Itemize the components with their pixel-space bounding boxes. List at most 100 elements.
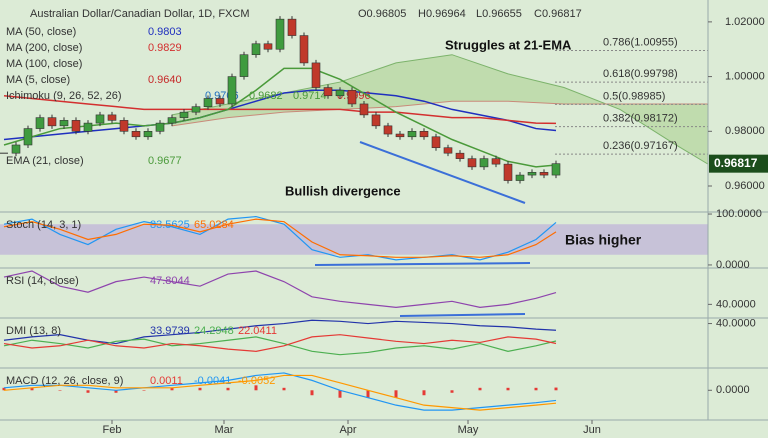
candle: [131, 131, 141, 138]
fib-label: 0.5(0.98985): [603, 90, 665, 102]
legend-label: DMI (13, 8): [6, 325, 61, 337]
candle: [347, 89, 357, 105]
histogram-bar: [170, 387, 174, 391]
candle: [83, 122, 93, 132]
histogram-bar: [142, 390, 146, 391]
legend-reading: 0.9714: [293, 90, 327, 102]
legend-reading: 22.0411: [238, 325, 277, 337]
histogram-bar: [2, 387, 6, 391]
candle: [431, 136, 441, 149]
candle: [191, 106, 201, 113]
candle: [335, 89, 345, 97]
y-tick-label: 0.96000: [725, 180, 765, 192]
y-tick-label: 1.02000: [725, 16, 765, 28]
candle: [551, 163, 561, 176]
legend-reading: 24.2948: [194, 325, 234, 337]
legend-reading: 47.8044: [150, 275, 190, 287]
legend-label: Ichimoku (9, 26, 52, 26): [6, 90, 122, 102]
histogram-bar: [310, 390, 314, 396]
indicator-line: [3, 374, 557, 411]
overlay-line: [3, 94, 557, 125]
candle: [539, 172, 549, 176]
candle: [263, 43, 273, 50]
candle: [239, 54, 249, 77]
histogram-bar: [198, 387, 202, 391]
cloud-bottom: [171, 100, 708, 127]
candle: [455, 152, 465, 159]
ohlc-low: L0.96655: [476, 8, 522, 20]
legend-reading: 0.9829: [148, 42, 182, 54]
legend-reading: -0.0052: [238, 375, 275, 387]
overlay-line: [3, 67, 557, 168]
y-tick-label: 40.0000: [716, 298, 756, 310]
x-tick-label: Feb: [103, 424, 122, 436]
legend-label: RSI (14, close): [6, 275, 79, 287]
ohlc-open: O0.96805: [358, 8, 406, 20]
candle: [179, 111, 189, 118]
candle: [491, 158, 501, 165]
histogram-bar: [254, 385, 258, 391]
indicator-line: [3, 215, 557, 261]
candle: [419, 131, 429, 138]
histogram-bar: [366, 390, 370, 398]
candle: [395, 133, 405, 138]
candle: [323, 87, 333, 97]
y-tick-label: 100.0000: [716, 208, 762, 220]
histogram-bar: [338, 390, 342, 398]
candle: [359, 103, 369, 116]
candle: [407, 131, 417, 138]
candle: [59, 120, 69, 127]
histogram-bar: [394, 390, 398, 398]
candle: [311, 62, 321, 88]
candle: [71, 120, 81, 132]
divergence-line: [359, 141, 526, 204]
histogram-bar: [534, 387, 538, 391]
candle: [203, 98, 213, 107]
symbol-title: Australian Dollar/Canadian Dollar, 1D, F…: [30, 8, 249, 20]
divergence-line: [314, 262, 531, 266]
fib-label: 0.236(0.97167): [603, 140, 678, 152]
y-tick-label: 1.00000: [725, 70, 765, 82]
candle: [275, 18, 285, 50]
divergence-line: [399, 313, 526, 317]
candle: [143, 131, 153, 138]
legend-label: MA (50, close): [6, 26, 76, 38]
histogram-bar: [478, 387, 482, 391]
legend-label: MA (5, close): [6, 74, 70, 86]
candle: [467, 158, 477, 168]
candle: [107, 114, 117, 121]
legend-reading: 0.9803: [148, 26, 182, 38]
histogram-bar: [114, 390, 118, 393]
candle: [371, 114, 381, 127]
candle: [119, 120, 129, 132]
cloud-fill: [228, 93, 284, 118]
cloud-fill: [396, 54, 452, 107]
legend-label: Stoch (14, 3, 1): [6, 219, 81, 231]
ohlc-close: C0.96817: [534, 8, 582, 20]
candle: [23, 128, 33, 146]
cloud-fill: [508, 73, 564, 104]
fib-label: 0.382(0.98172): [603, 113, 678, 125]
annotation: Bullish divergence: [285, 183, 401, 198]
candle: [527, 172, 537, 176]
indicator-line: [3, 218, 557, 258]
x-tick-label: Jun: [583, 424, 601, 436]
legend-label: MA (200, close): [6, 42, 82, 54]
cloud-top: [171, 54, 709, 165]
histogram-bar: [30, 387, 34, 391]
candle: [383, 125, 393, 135]
cloud-fill: [676, 103, 708, 165]
histogram-bar: [554, 387, 558, 391]
y-tick-label: 0.98000: [725, 125, 765, 137]
candle: [227, 76, 237, 105]
indicator-line: [3, 334, 557, 352]
candle: [299, 35, 309, 64]
cloud-fill: [620, 103, 676, 145]
candle: [287, 18, 297, 36]
candle: [167, 117, 177, 124]
histogram-bar: [506, 387, 510, 391]
legend-label: MACD (12, 26, close, 9): [6, 375, 123, 387]
indicator-line: [3, 336, 557, 356]
candle: [503, 163, 513, 181]
